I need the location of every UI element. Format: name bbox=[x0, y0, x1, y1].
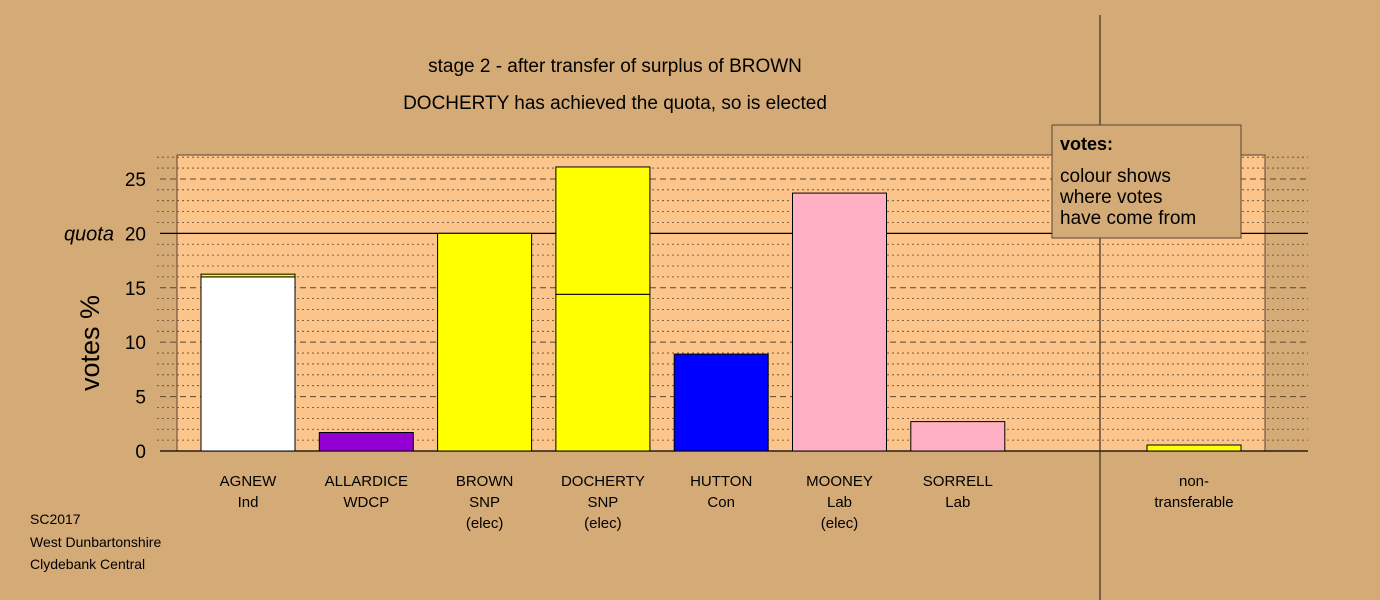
bar-brown bbox=[437, 232, 533, 452]
legend-title: votes: bbox=[1060, 134, 1113, 154]
bar-allardice bbox=[318, 432, 414, 452]
x-tick-label: ALLARDICE bbox=[325, 473, 408, 490]
legend-line-3: have come from bbox=[1060, 208, 1196, 229]
chart-subtitle: DOCHERTY has achieved the quota, so is e… bbox=[403, 93, 827, 114]
x-tick-label: Lab bbox=[827, 494, 852, 511]
footer: SC2017 West Dunbartonshire Clydebank Cen… bbox=[30, 511, 161, 572]
x-tick-label: Lab bbox=[945, 494, 970, 511]
x-tick-label: non- bbox=[1179, 473, 1209, 490]
x-tick-label: (elec) bbox=[584, 515, 622, 532]
x-tick-label: (elec) bbox=[821, 515, 859, 532]
x-tick-label: MOONEY bbox=[806, 473, 873, 490]
bar-non-transferable bbox=[1146, 444, 1242, 452]
x-tick-label: AGNEW bbox=[220, 473, 278, 490]
bar-docherty bbox=[555, 166, 651, 295]
legend: votes: colour shows where votes have com… bbox=[1051, 124, 1242, 239]
y-tick-label: 20 bbox=[125, 224, 146, 245]
y-axis: 0 5 10 15 20 25 quota bbox=[64, 170, 146, 463]
y-tick-label: 5 bbox=[135, 388, 146, 409]
bar-agnew bbox=[200, 273, 296, 278]
x-tick-label: (elec) bbox=[466, 515, 504, 532]
legend-line-1: colour shows bbox=[1060, 166, 1171, 187]
quota-label: quota bbox=[64, 223, 114, 245]
x-tick-label: Con bbox=[707, 494, 735, 511]
footer-council: West Dunbartonshire bbox=[30, 534, 161, 550]
y-tick-label: 25 bbox=[125, 170, 146, 191]
x-tick-label: DOCHERTY bbox=[561, 473, 645, 490]
bar-agnew bbox=[200, 276, 296, 452]
y-tick-label: 10 bbox=[125, 333, 146, 354]
y-axis-label: votes % bbox=[75, 295, 105, 391]
footer-ward: Clydebank Central bbox=[30, 556, 145, 572]
y-tick-label: 0 bbox=[135, 442, 146, 463]
legend-line-2: where votes bbox=[1059, 187, 1162, 208]
y-tick-label: 15 bbox=[125, 279, 146, 300]
x-axis-labels: AGNEW Ind ALLARDICE WDCP BROWN SNP (elec) DOCHE… bbox=[220, 473, 1234, 532]
x-tick-label: HUTTON bbox=[690, 473, 752, 490]
legend-box bbox=[1051, 124, 1242, 239]
bars bbox=[200, 166, 1242, 452]
x-tick-label: transferable bbox=[1154, 494, 1233, 511]
x-tick-label: SORRELL bbox=[923, 473, 993, 490]
bar-hutton bbox=[673, 353, 769, 452]
chart-title: stage 2 - after transfer of surplus of B… bbox=[428, 56, 802, 77]
bar-mooney bbox=[792, 192, 887, 452]
footer-election: SC2017 bbox=[30, 511, 81, 527]
x-tick-label: SNP bbox=[587, 494, 618, 511]
x-tick-label: Ind bbox=[238, 494, 259, 511]
bar-sorrell bbox=[910, 421, 1006, 452]
x-tick-label: BROWN bbox=[456, 473, 514, 490]
bar-docherty bbox=[555, 293, 651, 452]
x-tick-label: SNP bbox=[469, 494, 500, 511]
x-tick-label: WDCP bbox=[343, 494, 389, 511]
